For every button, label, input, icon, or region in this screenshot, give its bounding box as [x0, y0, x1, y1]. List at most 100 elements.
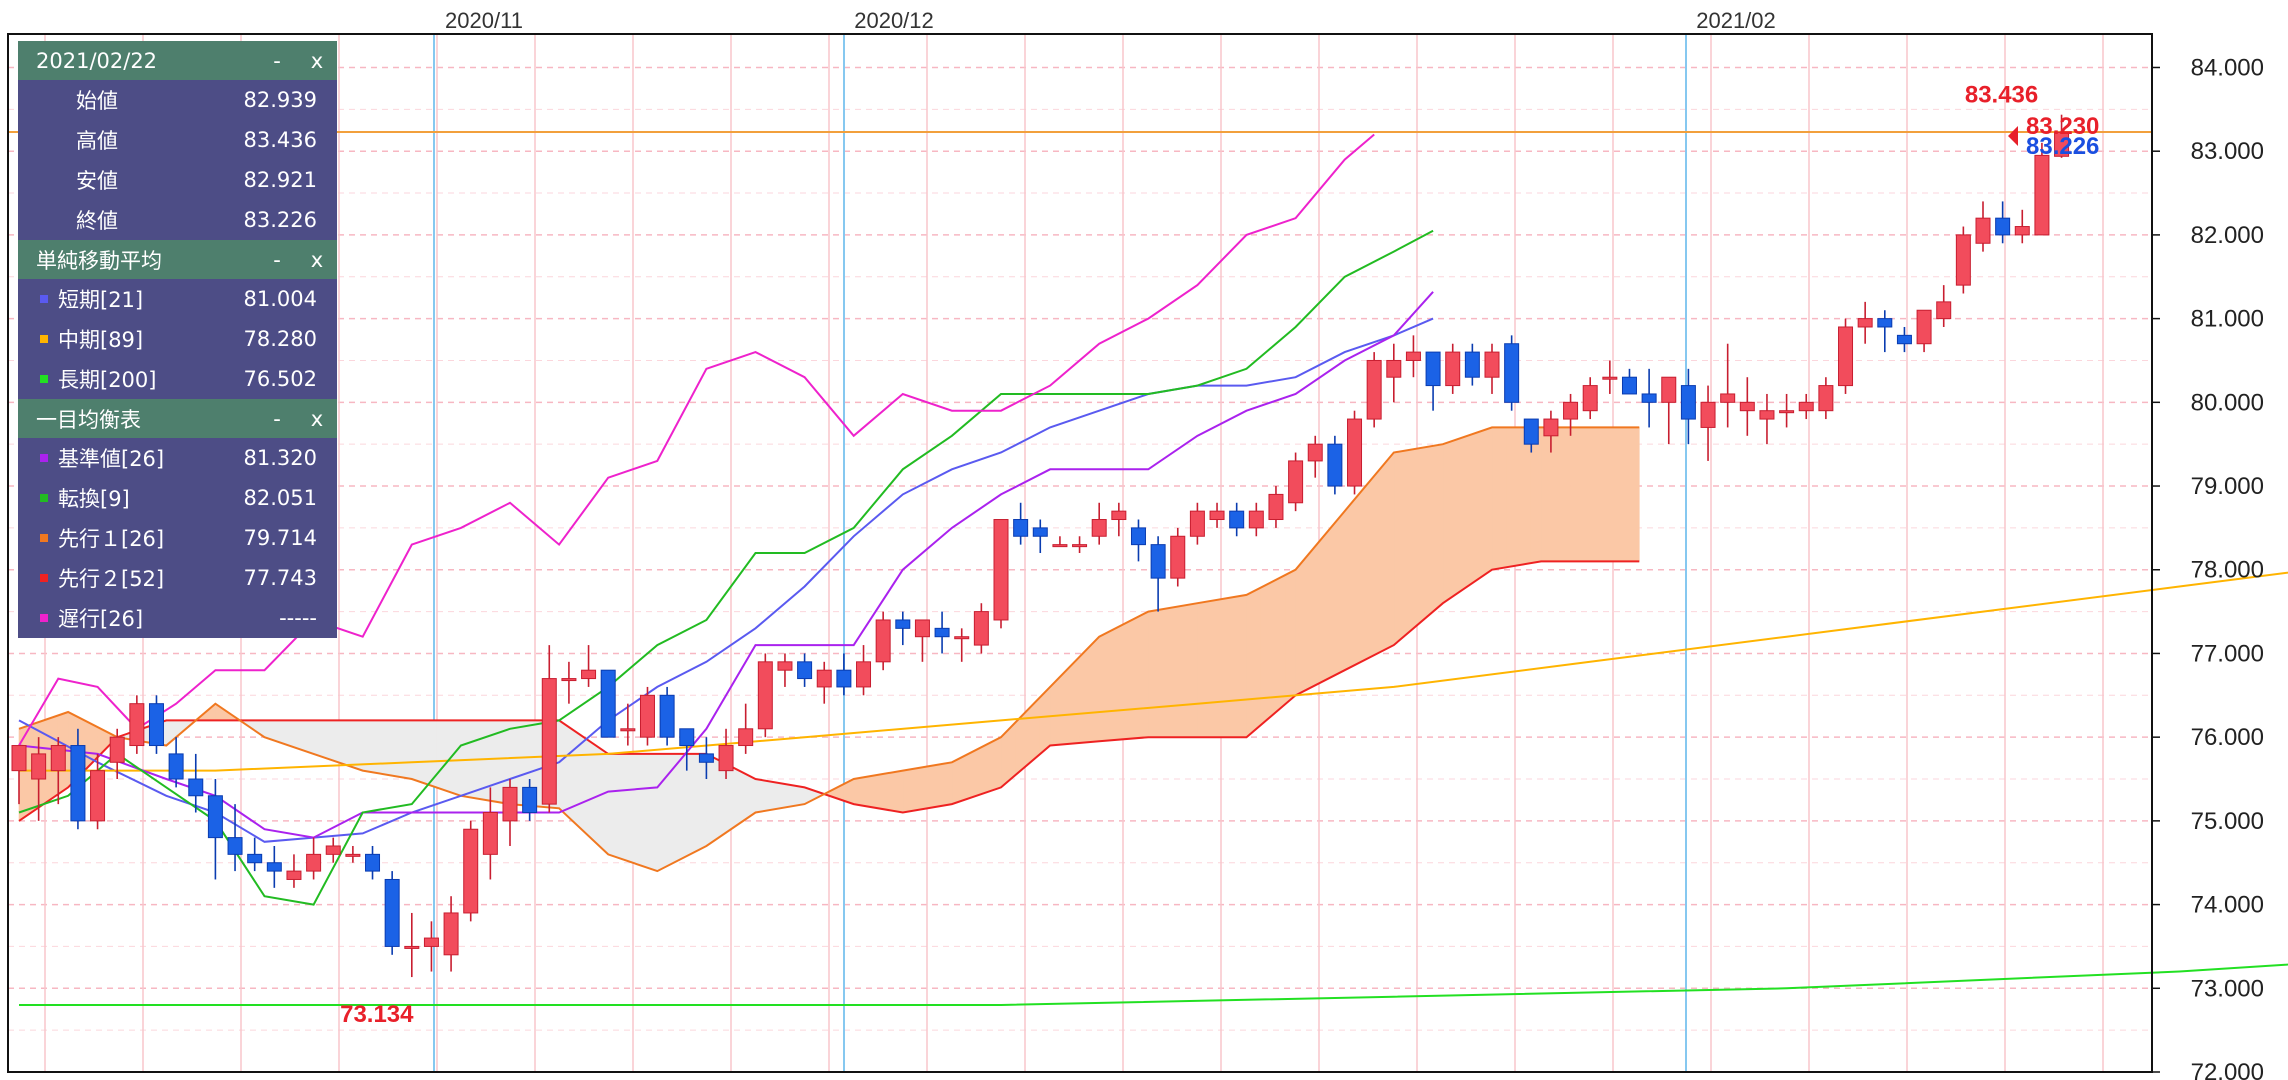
candle-body[interactable] [404, 945, 420, 949]
candle-body[interactable] [914, 619, 930, 638]
candle-body[interactable] [1307, 443, 1323, 462]
candle-body[interactable] [1602, 376, 1618, 380]
candle-body[interactable] [502, 786, 518, 822]
candle-body[interactable] [1032, 527, 1048, 537]
candle-body[interactable] [1405, 351, 1421, 361]
candle-body[interactable] [1720, 393, 1736, 403]
candle-body[interactable] [973, 611, 989, 646]
sma-minimize-button[interactable]: - [273, 247, 281, 272]
candle-body[interactable] [1955, 234, 1971, 286]
candle-body[interactable] [620, 728, 636, 732]
candle-body[interactable] [1582, 385, 1598, 412]
candle-body[interactable] [1130, 527, 1146, 546]
candle-body[interactable] [1975, 217, 1991, 244]
candle-body[interactable] [90, 770, 106, 822]
candle-body[interactable] [1268, 493, 1284, 521]
candle-body[interactable] [1091, 519, 1107, 537]
candle-body[interactable] [1425, 351, 1441, 387]
candle-body[interactable] [109, 736, 125, 763]
minimize-button[interactable]: - [273, 48, 281, 73]
candle-body[interactable] [247, 853, 263, 864]
candle-body[interactable] [1739, 401, 1755, 412]
candle-body[interactable] [581, 669, 597, 680]
candle-body[interactable] [561, 678, 577, 682]
candle-body[interactable] [286, 870, 302, 880]
candle-body[interactable] [954, 636, 970, 640]
candle-body[interactable] [1798, 401, 1814, 412]
candle-body[interactable] [2014, 226, 2030, 236]
candle-body[interactable] [1641, 393, 1657, 403]
candle-body[interactable] [600, 669, 616, 738]
ichimoku-minimize-button[interactable]: - [273, 406, 281, 431]
candle-body[interactable] [1209, 510, 1225, 521]
candle-body[interactable] [836, 669, 852, 688]
candle-body[interactable] [443, 912, 459, 956]
candle-body[interactable] [365, 853, 381, 872]
candle-body[interactable] [148, 703, 164, 747]
candlesticks[interactable] [11, 114, 2070, 978]
candle-body[interactable] [2034, 154, 2050, 236]
candle-body[interactable] [1563, 401, 1579, 420]
candle-body[interactable] [522, 786, 538, 813]
ichimoku-close-button[interactable]: x [310, 406, 324, 431]
candle-body[interactable] [1621, 376, 1637, 395]
candle-body[interactable] [1229, 510, 1245, 529]
candle-body[interactable] [1661, 376, 1677, 403]
candle-body[interactable] [1386, 359, 1402, 378]
candle-body[interactable] [738, 728, 754, 747]
candle-body[interactable] [1445, 351, 1461, 387]
candle-body[interactable] [1052, 544, 1068, 548]
candle-body[interactable] [1484, 351, 1500, 378]
candle-body[interactable] [31, 753, 47, 780]
candle-body[interactable] [757, 661, 773, 730]
candle-body[interactable] [188, 778, 204, 797]
candle-body[interactable] [1366, 359, 1382, 420]
candle-body[interactable] [679, 728, 695, 747]
candle-body[interactable] [129, 703, 145, 747]
candle-body[interactable] [423, 937, 439, 947]
candle-body[interactable] [875, 619, 891, 663]
candle-body[interactable] [816, 669, 832, 688]
candle-body[interactable] [1818, 385, 1834, 412]
candle-body[interactable] [1857, 318, 1873, 328]
candle-body[interactable] [993, 519, 1009, 621]
candle-body[interactable] [168, 753, 184, 780]
candle-body[interactable] [1700, 401, 1716, 428]
candle-body[interactable] [1013, 519, 1029, 537]
candle-body[interactable] [797, 661, 813, 680]
candle-body[interactable] [325, 845, 341, 855]
candle-body[interactable] [639, 694, 655, 738]
candle-body[interactable] [1111, 510, 1127, 521]
candle-body[interactable] [345, 853, 361, 857]
candle-body[interactable] [2054, 131, 2070, 157]
candle-body[interactable] [895, 619, 911, 629]
candle-body[interactable] [541, 678, 557, 805]
candle-body[interactable] [1680, 385, 1696, 420]
candle-body[interactable] [306, 853, 322, 872]
candle-body[interactable] [698, 753, 714, 763]
candle-body[interactable] [1464, 351, 1480, 378]
candle-body[interactable] [1916, 309, 1932, 345]
candle-body[interactable] [11, 745, 27, 772]
candle-body[interactable] [659, 694, 675, 738]
candle-body[interactable] [1759, 410, 1775, 420]
candle-body[interactable] [1896, 334, 1912, 345]
candle-body[interactable] [1072, 544, 1088, 548]
candle-body[interactable] [1936, 301, 1952, 320]
candle-body[interactable] [1838, 326, 1854, 387]
candle-body[interactable] [1779, 410, 1795, 414]
candle-body[interactable] [1248, 510, 1264, 529]
candle-body[interactable] [1150, 544, 1166, 579]
candle-body[interactable] [777, 661, 793, 671]
candle-body[interactable] [1995, 217, 2011, 236]
candle-body[interactable] [1327, 443, 1343, 487]
candle-body[interactable] [1543, 418, 1559, 437]
candle-body[interactable] [266, 862, 282, 872]
candle-body[interactable] [1523, 418, 1539, 445]
candle-body[interactable] [718, 745, 734, 772]
candle-body[interactable] [384, 878, 400, 947]
sma-close-button[interactable]: x [310, 247, 324, 272]
candle-body[interactable] [463, 828, 479, 914]
close-button[interactable]: x [310, 48, 324, 73]
